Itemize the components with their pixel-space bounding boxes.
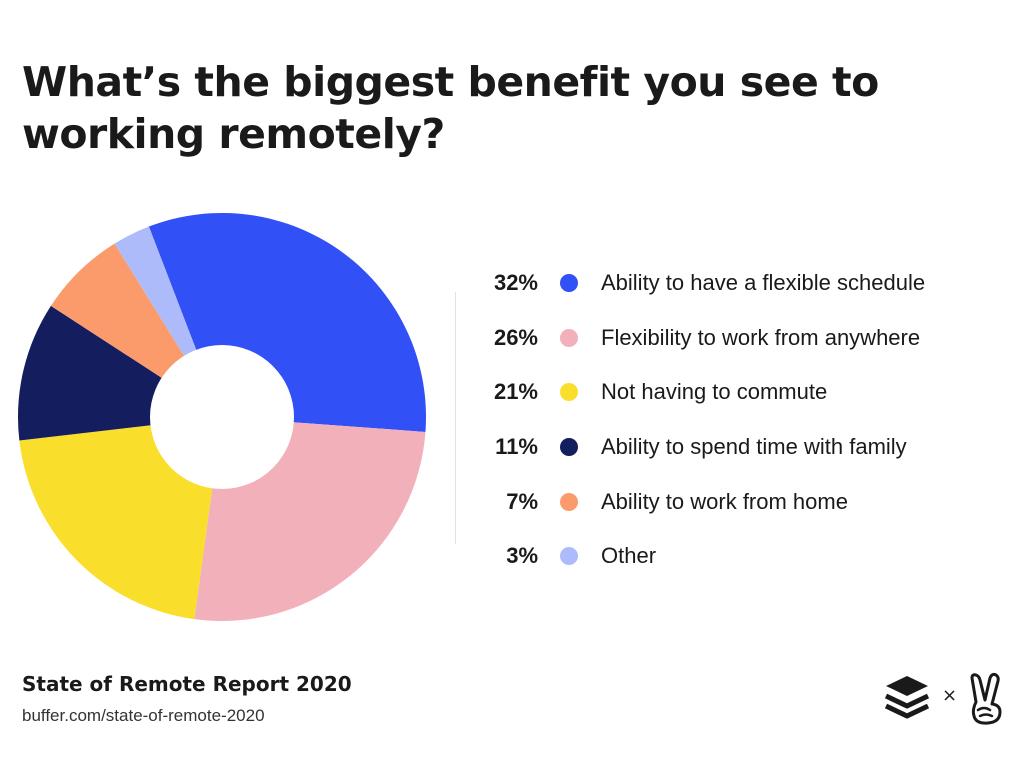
legend-label: Flexibility to work from anywhere — [601, 324, 921, 350]
buffer-logo-icon — [884, 676, 930, 719]
logo-separator: × — [942, 685, 958, 706]
donut-chart — [18, 213, 427, 621]
legend-color-dot — [560, 328, 578, 347]
legend-color-dot — [560, 492, 578, 511]
legend-color-dot — [560, 383, 578, 402]
peace-hand-icon — [970, 672, 1002, 725]
legend-label: Ability to work from home — [601, 488, 848, 514]
donut-hole — [150, 345, 294, 489]
legend-item-ability-to-spend-time-with-family: 11% Ability to spend time with family — [470, 420, 990, 475]
legend-item-flexibility-to-work-from-anywhere: 26% Flexibility to work from anywhere — [470, 311, 990, 366]
brand-logos: × — [884, 672, 1008, 726]
legend-label: Not having to commute — [601, 379, 828, 405]
legend-item-ability-to-have-a-flexible-schedule: 32% Ability to have a flexible schedule — [470, 256, 990, 311]
legend-color-dot — [560, 547, 578, 566]
legend-item-not-having-to-commute: 21% Not having to commute — [470, 365, 990, 420]
legend-percentage: 26% — [493, 324, 538, 350]
legend-divider — [455, 292, 456, 544]
legend-item-other: 3% Other — [470, 529, 990, 584]
legend-label: Other — [601, 543, 657, 569]
legend-item-ability-to-work-from-home: 7% Ability to work from home — [470, 474, 990, 529]
legend-label: Ability to have a flexible schedule — [601, 270, 926, 296]
report-title: State of Remote Report 2020 — [22, 672, 352, 696]
report-url: buffer.com/state-of-remote-2020 — [22, 706, 265, 725]
legend-percentage: 21% — [493, 379, 538, 405]
legend-percentage: 3% — [506, 543, 538, 569]
legend-color-dot — [560, 438, 578, 457]
chart-legend: 32% Ability to have a flexible schedule 26… — [470, 256, 990, 584]
legend-color-dot — [560, 274, 578, 293]
legend-percentage: 7% — [506, 488, 538, 514]
legend-percentage: 11% — [495, 434, 538, 460]
legend-percentage: 32% — [493, 270, 538, 296]
chart-title: What’s the biggest benefit you see to wo… — [22, 58, 879, 158]
legend-label: Ability to spend time with family — [601, 434, 907, 460]
